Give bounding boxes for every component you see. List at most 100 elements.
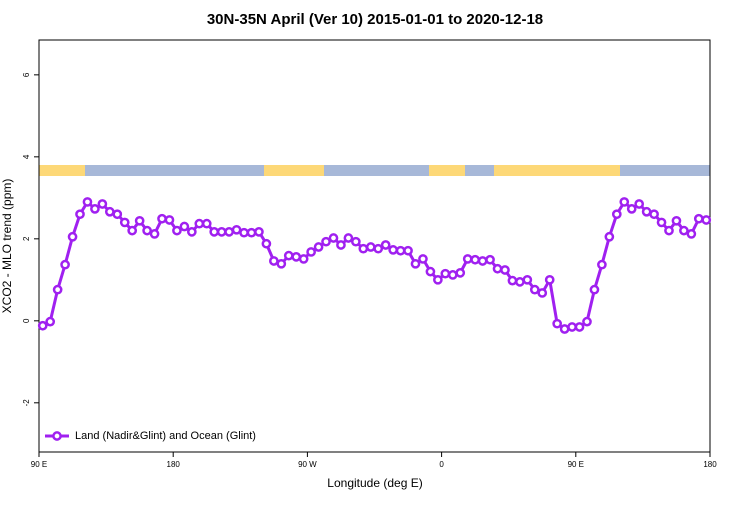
data-point <box>52 284 63 295</box>
x-axis-label: Longitude (deg E) <box>327 476 422 490</box>
data-point <box>313 242 324 252</box>
data-point <box>410 258 421 269</box>
data-point <box>67 231 78 242</box>
data-point <box>671 215 682 226</box>
data-point <box>634 199 645 209</box>
data-point <box>119 217 130 228</box>
data-point <box>649 209 659 220</box>
x-tick-label: 90 E <box>568 460 584 469</box>
land-band <box>494 165 620 176</box>
x-tick-label: 90 E <box>31 460 47 469</box>
data-point <box>611 209 622 220</box>
data-point <box>358 243 369 254</box>
data-point <box>90 204 100 214</box>
data-point <box>433 274 443 285</box>
data-point <box>194 218 205 229</box>
x-tick-label: 180 <box>703 460 717 469</box>
y-tick-label: -2 <box>22 399 31 407</box>
x-tick-label: 180 <box>167 460 181 469</box>
land-band <box>39 165 85 176</box>
data-point <box>37 320 48 331</box>
data-point <box>380 240 391 250</box>
legend-marker <box>52 431 62 441</box>
data-point <box>149 229 160 239</box>
data-point <box>388 245 398 255</box>
data-point <box>552 318 563 329</box>
data-point <box>492 263 503 274</box>
data-point <box>209 227 220 237</box>
data-point <box>157 213 167 224</box>
data-point <box>395 245 406 256</box>
data-point <box>589 284 600 295</box>
data-point <box>283 250 294 261</box>
data-point <box>470 254 480 265</box>
data-point <box>82 197 93 207</box>
data-point <box>544 274 555 285</box>
data-point <box>179 221 190 232</box>
y-tick-label: 0 <box>22 318 31 323</box>
data-point <box>298 254 309 264</box>
data-point <box>60 259 70 270</box>
data-point <box>201 218 212 229</box>
data-point <box>656 217 667 228</box>
data-point <box>679 225 689 236</box>
data-point <box>112 209 123 220</box>
data-point <box>529 284 540 295</box>
data-point <box>693 213 704 224</box>
data-point <box>231 224 242 235</box>
data-point <box>619 197 630 207</box>
data-point <box>403 245 413 256</box>
data-point <box>186 227 197 237</box>
y-tick-label: 4 <box>22 154 31 159</box>
y-tick-label: 2 <box>22 236 31 241</box>
data-point <box>172 225 182 236</box>
data-point <box>500 265 510 275</box>
data-point <box>574 322 585 332</box>
data-point <box>351 236 361 247</box>
data-point <box>626 204 637 214</box>
data-point <box>224 227 234 237</box>
data-point <box>365 242 376 252</box>
data-point <box>664 225 674 236</box>
data-point <box>45 316 56 327</box>
data-point <box>440 268 451 279</box>
data-point <box>261 238 272 249</box>
data-point <box>485 254 495 265</box>
y-tick-label: 6 <box>22 72 31 77</box>
data-point <box>134 215 145 226</box>
data-point <box>537 288 548 298</box>
data-point <box>127 225 138 236</box>
data-point <box>164 215 175 225</box>
land-band <box>264 165 324 176</box>
data-point <box>75 209 85 220</box>
data-point <box>604 231 615 242</box>
data-point <box>462 254 473 264</box>
x-tick-label: 90 W <box>298 460 317 469</box>
data-point <box>328 233 339 243</box>
data-point <box>425 266 436 277</box>
data-point <box>515 277 525 287</box>
data-point <box>567 322 577 332</box>
land-ocean-strip <box>39 165 710 176</box>
data-point <box>306 247 316 257</box>
data-point <box>447 270 458 280</box>
data-point <box>507 275 518 286</box>
chart-title: 30N-35N April (Ver 10) 2015-01-01 to 202… <box>207 11 543 28</box>
data-point <box>455 268 466 278</box>
data-point <box>373 243 384 254</box>
data-point <box>254 227 264 237</box>
data-point <box>597 259 607 270</box>
data-point <box>418 254 428 264</box>
data-point <box>686 229 697 239</box>
data-point <box>701 215 712 225</box>
data-point <box>641 206 652 217</box>
data-point <box>582 316 592 327</box>
data-point <box>343 233 354 243</box>
data-point <box>276 258 287 269</box>
data-point <box>104 206 115 217</box>
y-axis-label: XCO2 - MLO trend (ppm) <box>0 179 14 314</box>
legend-label: Land (Nadir&Glint) and Ocean (Glint) <box>75 430 256 442</box>
land-band <box>429 165 465 176</box>
data-point <box>336 240 346 250</box>
